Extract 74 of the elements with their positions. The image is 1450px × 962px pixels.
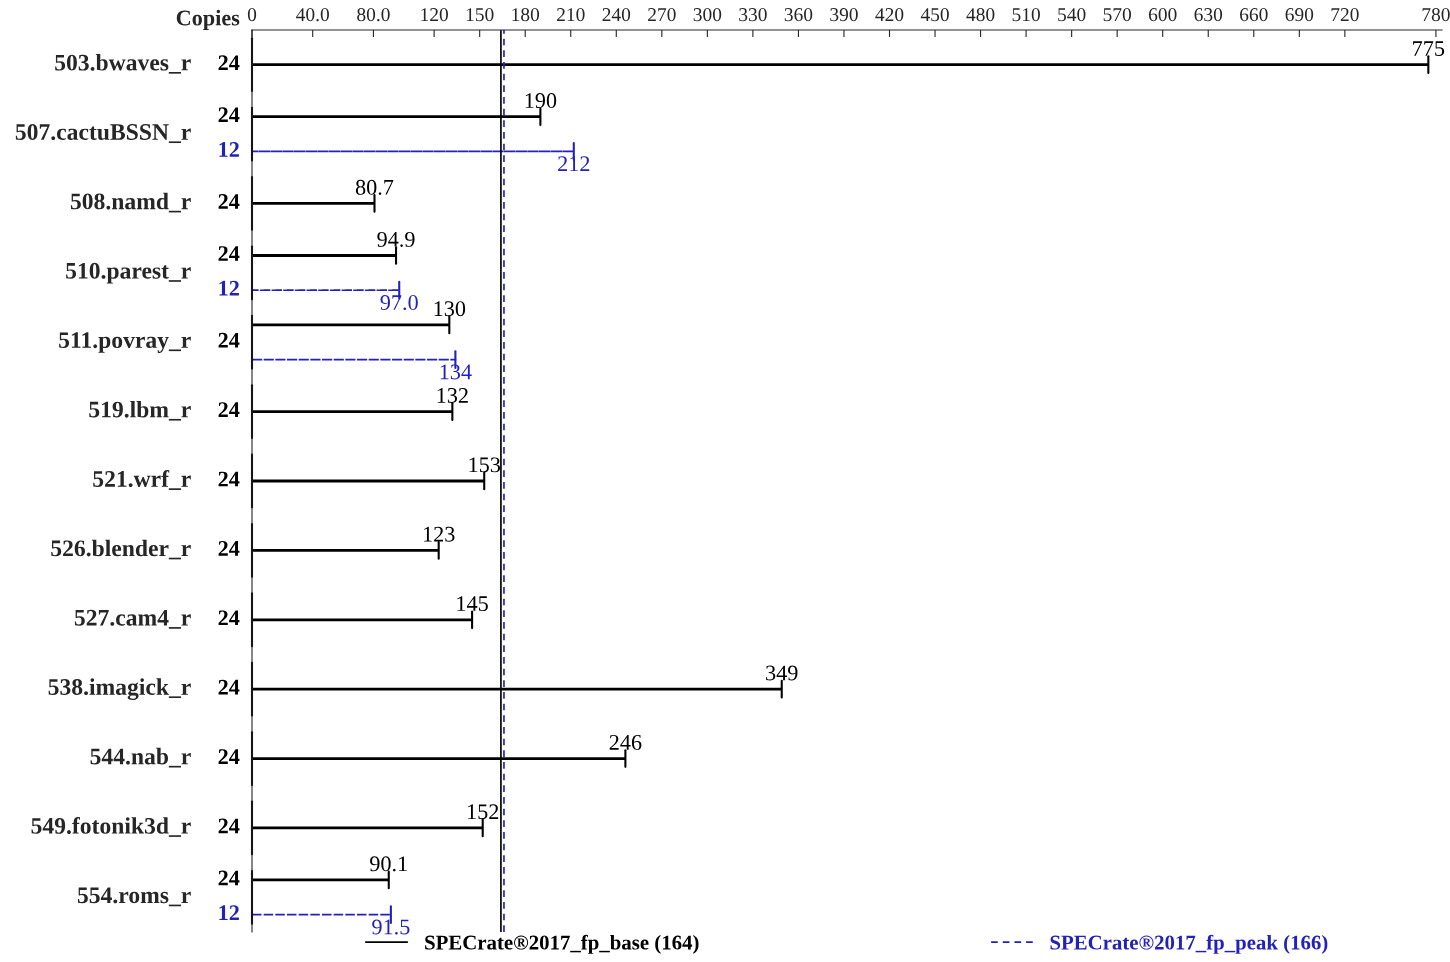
x-tick-label: 150 [466,8,494,22]
data-label: 97.0 [380,295,418,311]
data-label: 91.5 [372,919,410,935]
text: 24 [218,870,240,886]
x-tick-label: 480 [966,8,995,22]
x-tick-label: 180 [512,8,540,22]
legend-label: SPECrate®2017_fp_base (164) [425,934,699,954]
x-tick-label: 690 [1285,8,1314,22]
x-tick-label: 630 [1194,8,1223,22]
x-tick-label: 390 [830,8,858,22]
y-tick-label: 503.bwaves_r [55,53,191,74]
y-tick-label: 549.fotonik3d_r [31,816,191,837]
x-tick-label: 210 [557,8,585,22]
text: 24 [218,246,240,261]
x-tick-label: 300 [693,8,722,22]
data-label: 775 [1413,41,1445,57]
text: 24 [218,818,240,834]
text: 24 [218,610,240,626]
data-label: 246 [609,734,642,750]
text: 24 [218,402,240,417]
y-tick-label: 544.nab_r [90,747,191,768]
text: 24 [218,749,240,764]
y-tick-label: 538.imagick_r [48,678,191,700]
data-label: 152 [468,804,499,820]
legend-label: SPECrate®2017_fp_peak (166) [1050,934,1328,954]
y-tick-label: 510.parest_r [66,262,191,284]
data-label: 123 [423,526,455,542]
x-tick-label: 120 [421,8,448,22]
x-tick-label: 330 [739,8,767,22]
x-tick-label: 600 [1148,8,1177,22]
x-tick-label: 510 [1012,8,1040,22]
data-label: 134 [440,364,472,380]
data-label: 349 [766,665,798,681]
data-label: 90.1 [370,856,407,872]
y-tick-label: 526.blender_r [51,539,191,560]
x-tick-label: 270 [648,8,676,22]
text: 12 [219,280,239,296]
data-label: 130 [434,301,466,317]
x-tick-label: 360 [784,8,813,22]
y-tick-label: 527.cam4_r [74,609,191,629]
text: 24 [218,679,240,695]
x-tick-label: 40.0 [296,8,329,22]
y-tick-label: 511.povray_r [59,332,191,353]
data-label: 132 [437,388,468,403]
data-label: 94.9 [377,231,415,247]
x-tick-label: 570 [1103,8,1132,22]
data-label: 212 [558,156,590,172]
data-label: 190 [525,93,557,109]
data-label: 153 [469,457,501,473]
data-label: 80.7 [355,179,394,195]
text: 12 [219,905,239,920]
x-tick-label: 660 [1240,8,1268,22]
x-tick-label: 240 [602,8,631,22]
x-tick-label: 80.0 [357,8,390,22]
text: 24 [218,194,240,209]
x-tick-label: 0 [247,8,257,22]
y-tick-label: 554.roms_r [77,887,191,907]
text: 24 [218,471,240,487]
x-tick-label: 540 [1058,8,1086,22]
text: 24 [218,541,240,556]
data-label: 145 [457,596,488,612]
text: 24 [218,332,240,348]
text: 12 [219,142,239,157]
x-tick-label: 780 [1422,8,1450,22]
y-tick-label: 519.lbm_r [89,400,191,421]
x-tick-label: 720 [1331,8,1359,22]
y-tick-label: 508.namd_r [70,192,191,213]
y-tick-label: 521.wrf_r [93,470,191,490]
text: Copies [176,9,240,30]
x-tick-label: 450 [920,8,949,22]
text: 24 [218,55,240,71]
text: 24 [218,107,240,123]
y-tick-label: 507.cactuBSSN_r [15,124,191,144]
x-tick-label: 420 [875,8,904,22]
